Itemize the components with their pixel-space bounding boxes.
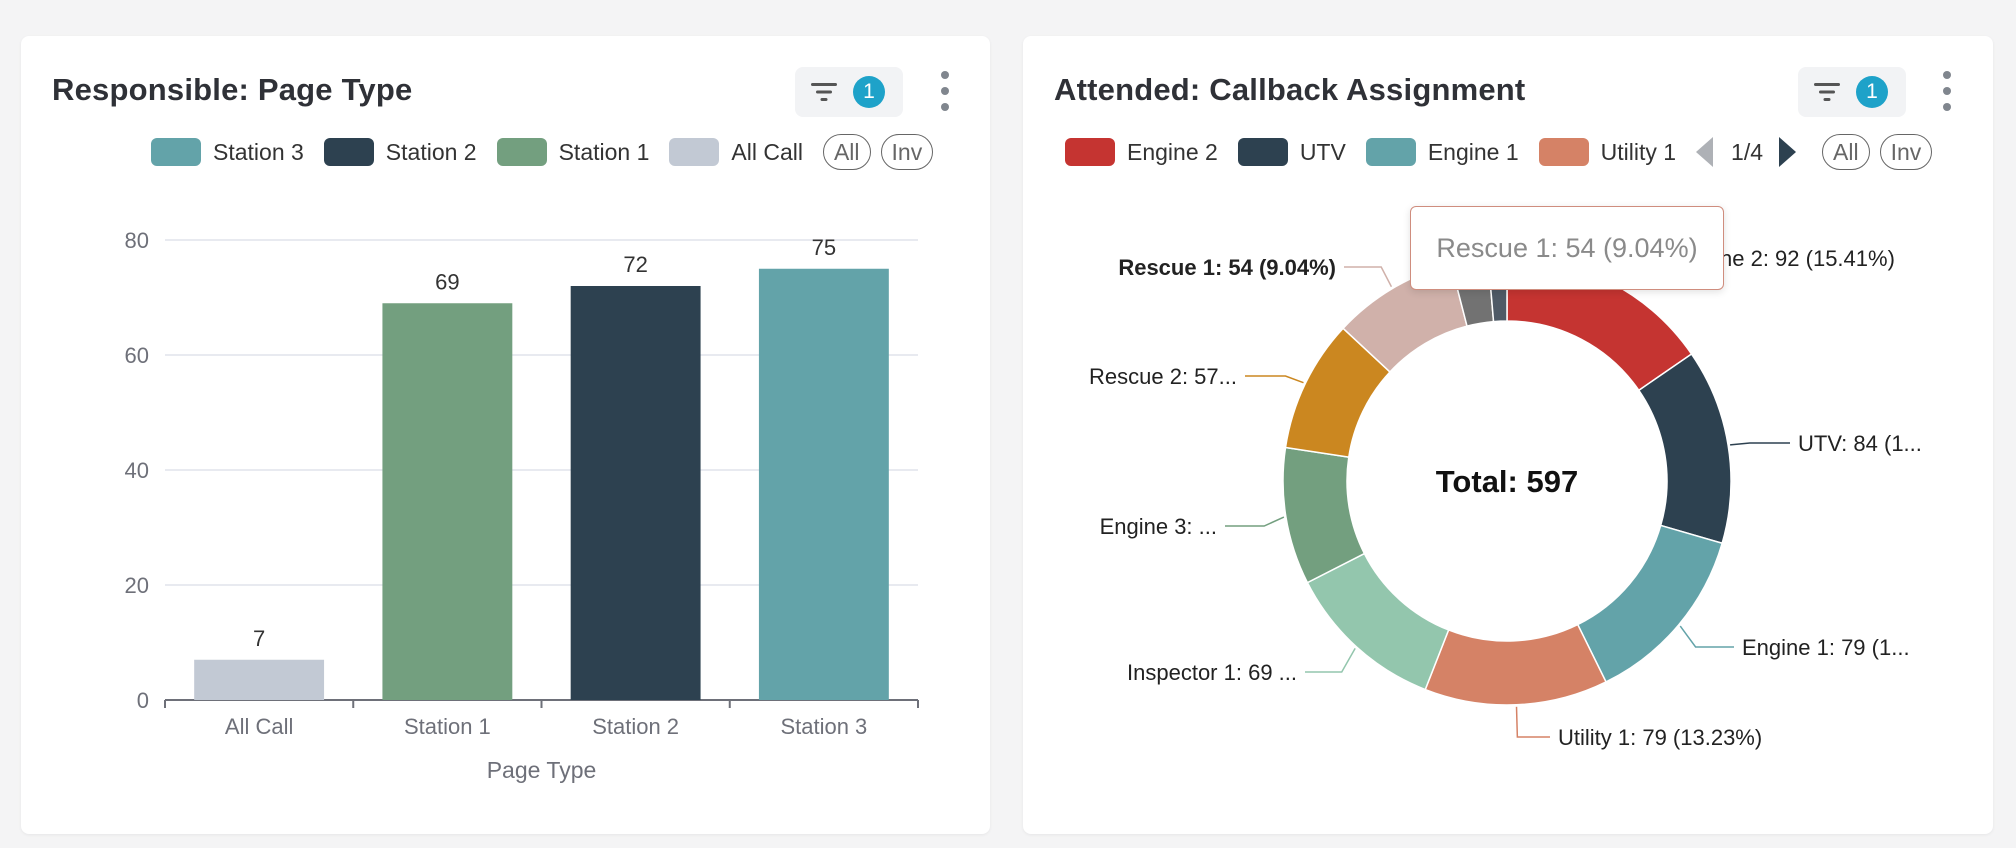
legend-label: All Call	[731, 138, 803, 165]
y-tick-label: 60	[125, 343, 149, 368]
y-tick-label: 20	[125, 573, 149, 598]
y-tick-label: 80	[125, 228, 149, 253]
bar-all-call	[194, 659, 325, 700]
legend-item-engine-1[interactable]: Engine 1	[1365, 138, 1519, 166]
filter-count-badge: 1	[1856, 76, 1888, 108]
legend-invert-button[interactable]: Inv	[880, 134, 934, 170]
filter-button[interactable]: 1	[795, 67, 903, 117]
legend-item-station-3[interactable]: Station 3	[151, 138, 304, 166]
legend-swatch	[1365, 138, 1416, 166]
bar-value-label: 75	[812, 235, 836, 260]
card-title: Attended: Callback Assignment	[1054, 72, 1526, 107]
y-tick-label: 0	[137, 688, 149, 713]
filter-icon	[811, 83, 837, 101]
legend-swatch	[1237, 138, 1288, 166]
legend-item-all-call[interactable]: All Call	[669, 138, 803, 166]
legend-label: Utility 1	[1600, 138, 1677, 165]
legend-swatch	[151, 138, 201, 166]
y-tick-label: 40	[125, 458, 149, 483]
bar-station-1	[382, 303, 513, 700]
bar-value-label: 69	[435, 269, 459, 294]
card-title: Responsible: Page Type	[52, 72, 413, 107]
bar-value-label: 7	[253, 626, 265, 651]
legend-page-number: 1/4	[1731, 138, 1764, 165]
legend-item-station-2[interactable]: Station 2	[323, 138, 477, 166]
more-options-icon[interactable]	[1935, 69, 1959, 113]
filter-button[interactable]: 1	[1798, 67, 1906, 117]
chart-legend: Engine 2 UTV Engine 1 Utility 1 1/4 All …	[1065, 132, 1942, 172]
x-axis-title: Page Type	[487, 757, 597, 783]
legend-swatch	[323, 138, 374, 166]
legend-swatch	[1065, 138, 1115, 166]
legend-pager: 1/4	[1696, 137, 1797, 167]
legend-label: UTV	[1299, 138, 1346, 165]
next-page-icon[interactable]	[1779, 137, 1797, 167]
legend-item-utility-1[interactable]: Utility 1	[1538, 138, 1677, 166]
legend-label: Engine 2	[1127, 138, 1218, 165]
filter-count-badge: 1	[853, 76, 885, 108]
legend-item-station-1[interactable]: Station 1	[496, 138, 650, 166]
chart-tooltip: Rescue 1: 54 (9.04%)	[1410, 206, 1724, 290]
x-tick-label: Station 2	[592, 714, 679, 739]
legend-label: Station 2	[385, 138, 477, 165]
bar-value-label: 72	[623, 252, 647, 277]
legend-swatch	[496, 138, 547, 166]
legend-item-utv[interactable]: UTV	[1237, 138, 1346, 166]
card-callback-assignment: Attended: Callback Assignment 1 Engine 2…	[1023, 36, 1993, 834]
bar-station-3	[758, 268, 889, 700]
prev-page-icon[interactable]	[1696, 137, 1714, 167]
legend-label: Station 1	[558, 138, 650, 165]
legend-label: Station 3	[213, 138, 304, 165]
legend-swatch	[1538, 138, 1589, 166]
bar-chart: 0 20 40 60 80 7 All Call 69 Station 1 72 Station 2…	[125, 228, 919, 783]
legend-all-button[interactable]: All	[1822, 134, 1870, 170]
filter-icon	[1814, 83, 1840, 101]
x-tick-label: Station 1	[404, 714, 491, 739]
legend-all-button[interactable]: All	[822, 134, 871, 170]
chart-legend: Station 3 Station 2 Station 1 All Call A…	[151, 132, 943, 172]
legend-item-engine-2[interactable]: Engine 2	[1065, 138, 1218, 166]
card-page-type: Responsible: Page Type 1 Station 3 Stati…	[21, 36, 990, 834]
x-tick-label: Station 3	[780, 714, 867, 739]
legend-invert-button[interactable]: Inv	[1879, 134, 1933, 170]
more-options-icon[interactable]	[933, 69, 957, 113]
legend-swatch	[669, 138, 720, 166]
bar-station-2	[570, 286, 701, 700]
x-tick-label: All Call	[225, 714, 293, 739]
legend-label: Engine 1	[1427, 138, 1519, 165]
